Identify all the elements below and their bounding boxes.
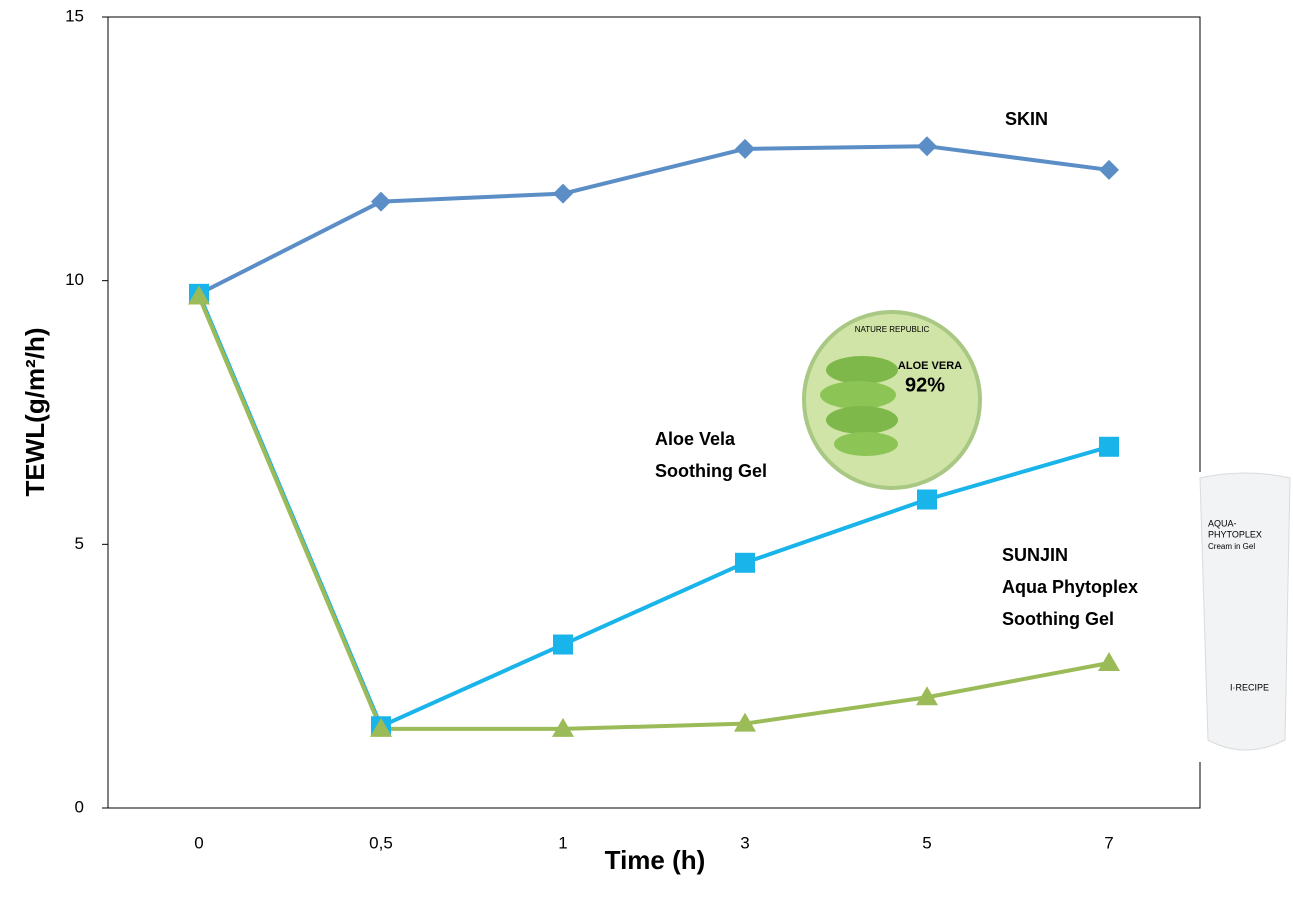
tube-text: PHYTOPLEX <box>1208 529 1262 539</box>
data-point <box>1099 159 1119 180</box>
jar-leaf <box>820 381 896 409</box>
series-label-line: SUNJIN <box>1002 545 1068 565</box>
x-tick-label: 0,5 <box>369 833 393 852</box>
tube-text: AQUA- <box>1208 518 1237 528</box>
x-tick-label: 0 <box>194 833 203 852</box>
data-point <box>553 634 573 655</box>
data-point <box>188 285 210 305</box>
jar-leaf <box>834 432 898 456</box>
jar-text: NATURE REPUBLIC <box>855 325 930 334</box>
x-axis-title: Time (h) <box>605 845 706 875</box>
data-point <box>735 138 755 159</box>
series-label-line: Soothing Gel <box>655 461 767 481</box>
jar-text: 92% <box>905 374 945 396</box>
data-point <box>735 552 755 573</box>
jar-text: ALOE VERA <box>898 360 962 372</box>
y-tick-label: 0 <box>75 797 84 816</box>
series-line <box>198 144 1110 296</box>
tube-text: Cream in Gel <box>1208 542 1255 551</box>
series-label-line: SKIN <box>1005 109 1048 129</box>
y-axis-title: TEWL(g/m²/h) <box>20 328 50 497</box>
series-label-line: Soothing Gel <box>1002 609 1114 629</box>
series-label-line: Aqua Phytoplex <box>1002 577 1138 597</box>
x-tick-label: 5 <box>922 833 931 852</box>
y-tick-label: 15 <box>65 6 84 25</box>
series-label-line: Aloe Vela <box>655 429 736 449</box>
aqua-tube-image: AQUA- PHYTOPLEX Cream in Gel I·RECIPE <box>1197 472 1293 762</box>
series-label: Aloe Vela Soothing Gel <box>655 429 767 481</box>
y-tick-label: 5 <box>75 534 84 553</box>
y-tick-label: 10 <box>65 270 84 289</box>
tube-text: I·RECIPE <box>1230 682 1269 692</box>
aloe-jar-image: NATURE REPUBLIC ALOE VERA 92% <box>802 310 982 490</box>
plot-frame <box>107 16 1201 809</box>
x-tick-label: 7 <box>1104 833 1113 852</box>
plot-border <box>107 16 1201 809</box>
series-label: SKIN <box>1005 109 1048 129</box>
jar-leaf <box>826 406 898 434</box>
tube-body <box>1199 472 1291 751</box>
series-line <box>197 293 1110 729</box>
series-line <box>197 295 1110 731</box>
data-point <box>1098 651 1120 671</box>
data-point <box>917 489 937 510</box>
jar-leaf <box>826 356 898 384</box>
data-point <box>370 717 392 737</box>
data-point <box>553 183 573 204</box>
data-point <box>734 712 756 732</box>
x-tick-label: 3 <box>740 833 749 852</box>
data-point <box>916 686 938 706</box>
series-label: SUNJIN Aqua Phytoplex Soothing Gel <box>1002 545 1138 629</box>
x-tick-label: 1 <box>558 833 567 852</box>
data-point <box>1099 436 1119 457</box>
data-point <box>917 136 937 157</box>
data-point <box>371 191 391 212</box>
data-point <box>552 717 574 737</box>
